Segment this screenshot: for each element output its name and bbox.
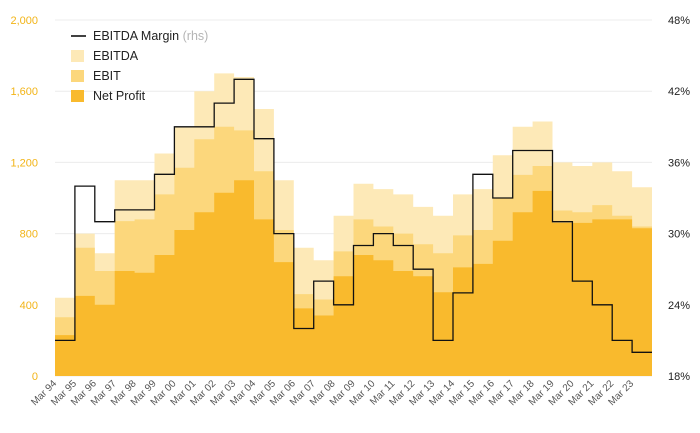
legend-ebit-label: EBIT bbox=[93, 69, 121, 83]
right-tick-label: 30% bbox=[668, 229, 690, 241]
left-tick-label: 1,200 bbox=[10, 157, 38, 169]
left-tick-label: 800 bbox=[20, 229, 38, 241]
legend-ebitda-label: EBITDA bbox=[93, 49, 139, 63]
right-tick-label: 48% bbox=[668, 15, 690, 27]
left-tick-label: 2,000 bbox=[10, 15, 38, 27]
ebitda-margin-line bbox=[55, 78, 652, 353]
left-tick-label: 0 bbox=[32, 371, 38, 383]
right-tick-label: 18% bbox=[668, 371, 690, 383]
right-tick-label: 24% bbox=[668, 300, 690, 312]
right-tick-label: 36% bbox=[668, 157, 690, 169]
legend-net-profit-swatch bbox=[71, 90, 84, 102]
legend-ebitda-swatch bbox=[71, 50, 84, 62]
legend-ebit-swatch bbox=[71, 70, 84, 82]
legend: EBITDA Margin (rhs) EBITDA EBIT Net Prof… bbox=[71, 29, 208, 103]
legend-net-profit-label: Net Profit bbox=[93, 89, 146, 103]
margin-line-layer bbox=[55, 78, 652, 353]
right-tick-label: 42% bbox=[668, 86, 690, 98]
left-tick-label: 1,600 bbox=[10, 86, 38, 98]
left-axis: 0 400 800 1,200 1,600 2,000 bbox=[10, 15, 38, 383]
right-axis: 18% 24% 30% 36% 42% 48% bbox=[668, 15, 690, 383]
left-tick-label: 400 bbox=[20, 300, 38, 312]
areas bbox=[55, 73, 652, 377]
legend-margin-label: EBITDA Margin (rhs) bbox=[93, 29, 208, 43]
